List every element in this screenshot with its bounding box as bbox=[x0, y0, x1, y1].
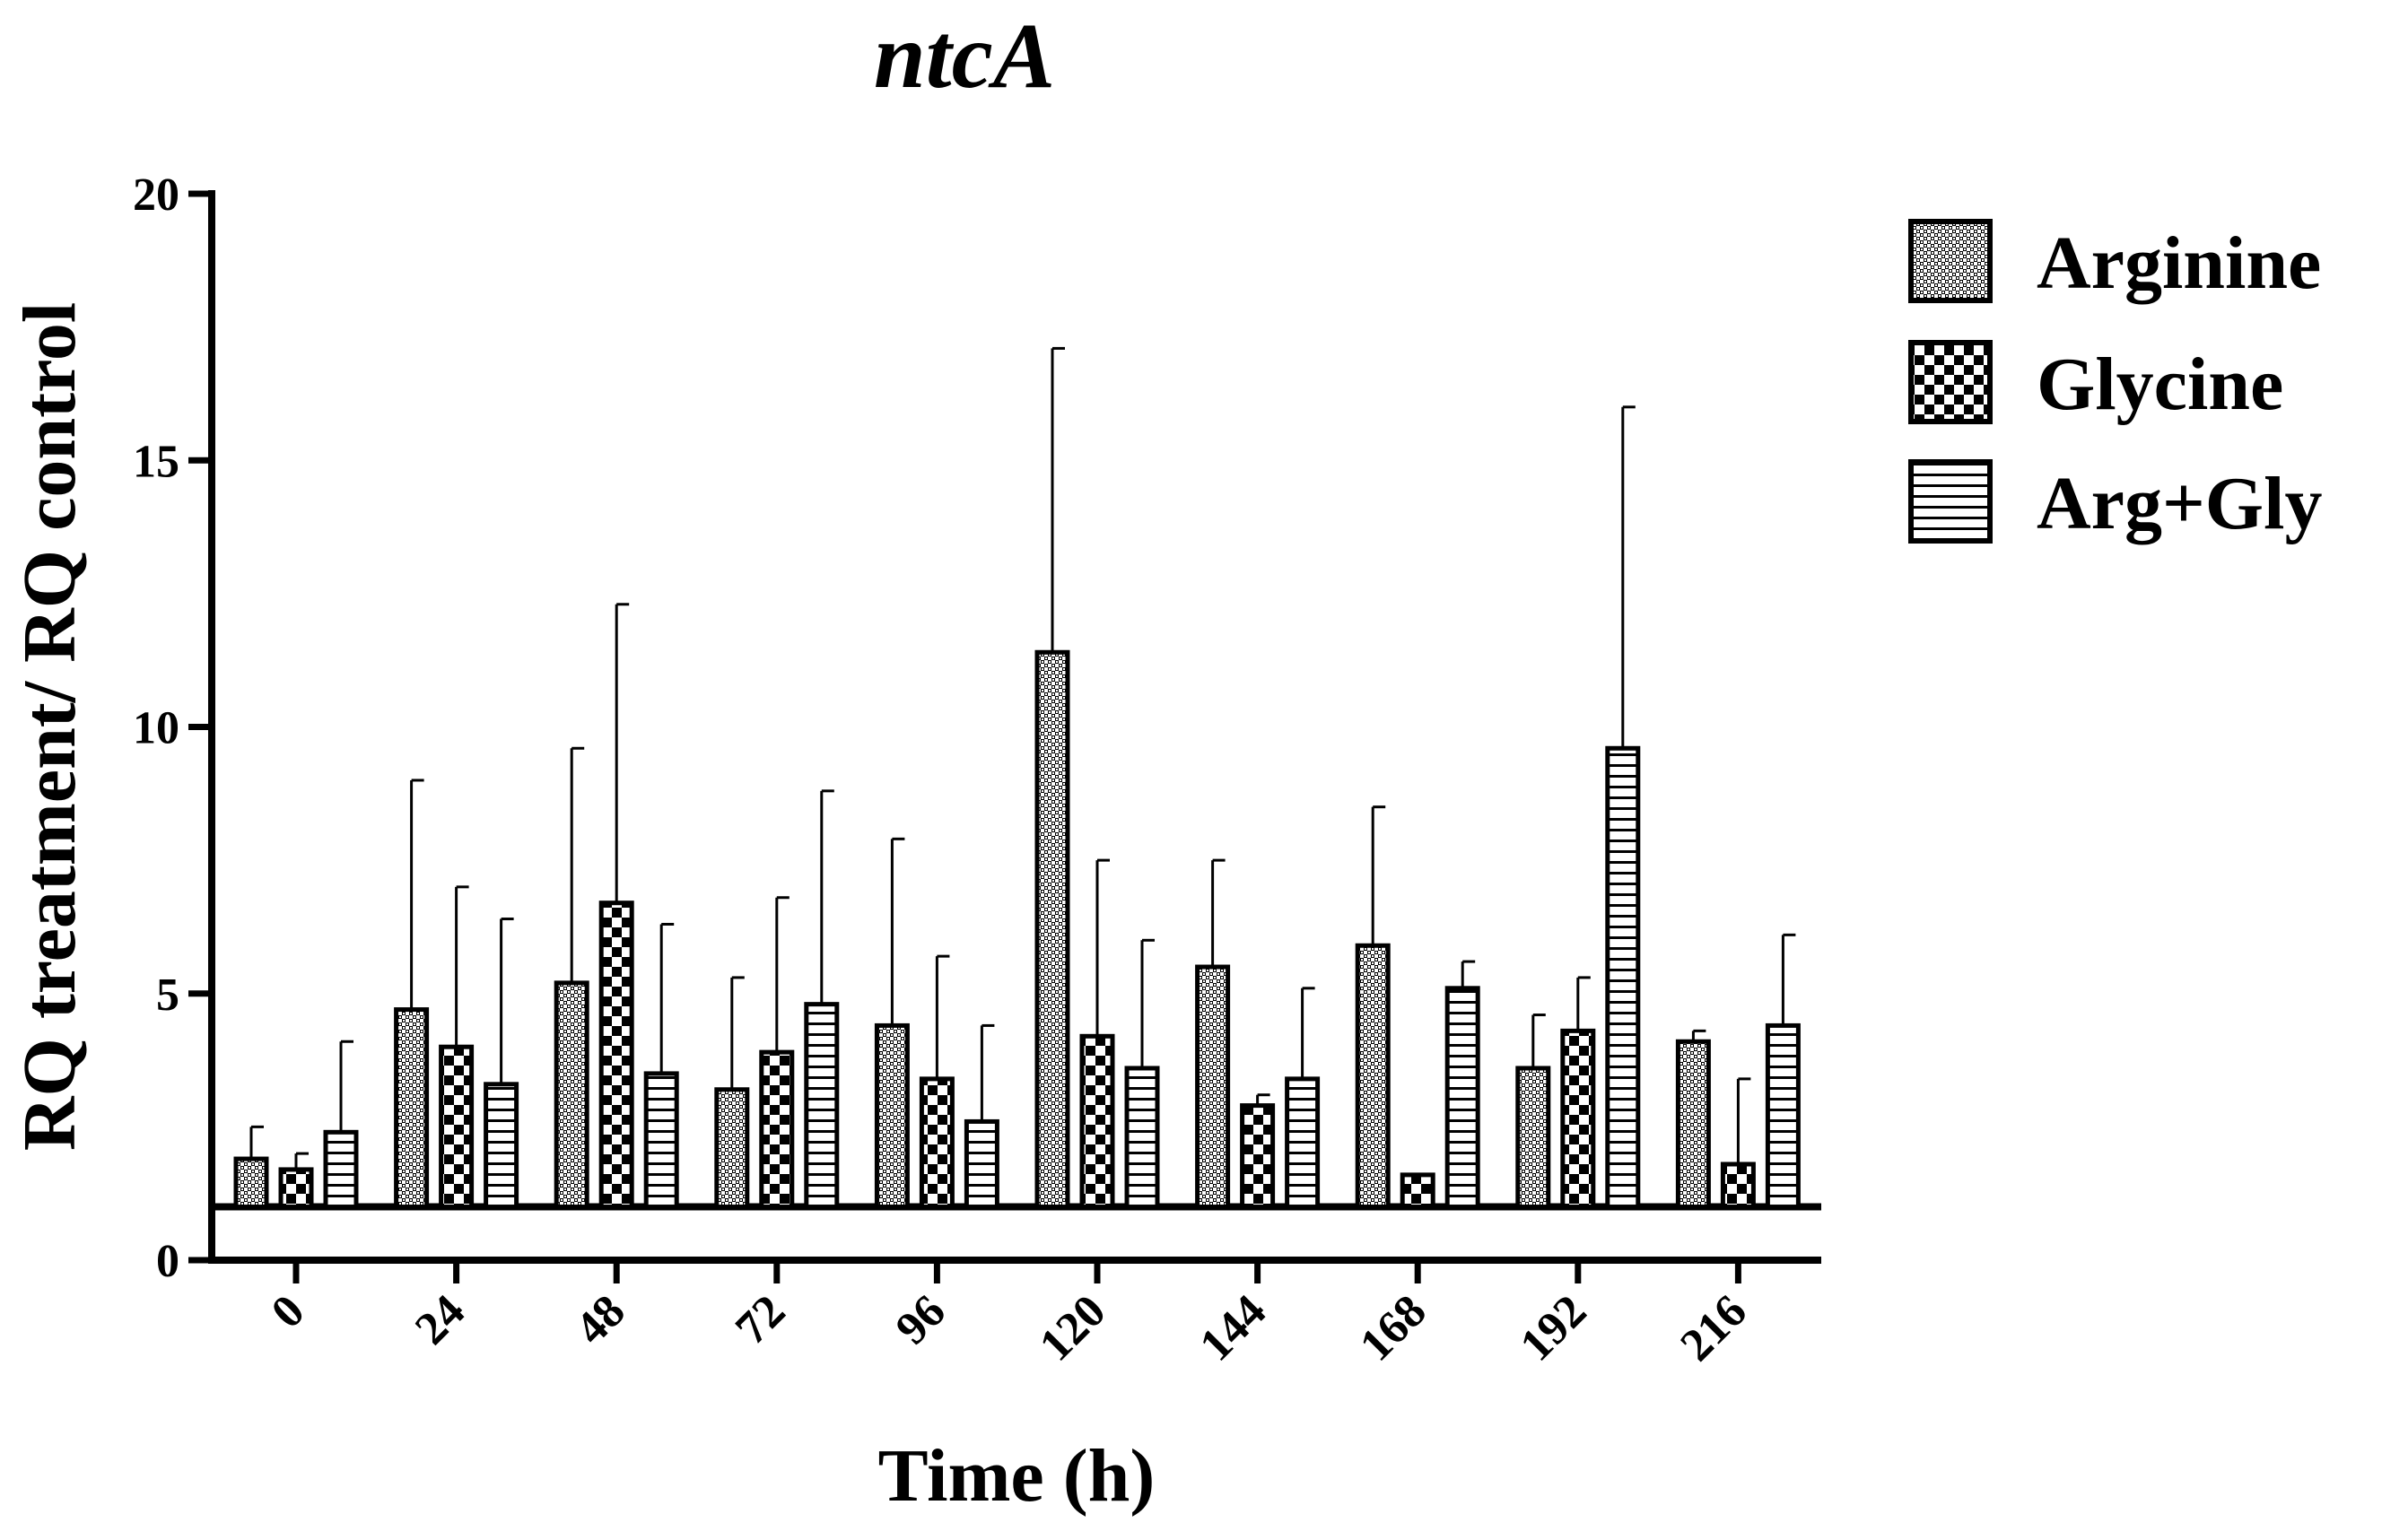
bar-arginine-120 bbox=[1034, 649, 1070, 1210]
x-tick-label: 216 bbox=[1671, 1285, 1756, 1370]
legend-label: Glycine bbox=[2037, 343, 2283, 426]
bar-arginine-48 bbox=[554, 980, 589, 1210]
bar-glycine-48 bbox=[598, 901, 634, 1210]
y-axis-label: RQ treatment/ RQ control bbox=[8, 302, 92, 1151]
bar-glycine-96 bbox=[919, 1076, 955, 1210]
bar-arg-gly-144 bbox=[1285, 1076, 1321, 1210]
y-tick-label: 15 bbox=[133, 436, 179, 487]
bar-arg-gly-72 bbox=[804, 1002, 840, 1210]
bar-glycine-168 bbox=[1400, 1172, 1435, 1210]
bar-arginine-192 bbox=[1515, 1066, 1551, 1210]
bar-arg-gly-192 bbox=[1605, 745, 1641, 1210]
bar-arg-gly-120 bbox=[1124, 1066, 1160, 1210]
x-tick-label: 72 bbox=[726, 1285, 795, 1354]
x-tick-label: 144 bbox=[1191, 1285, 1276, 1370]
y-tick-label: 20 bbox=[133, 170, 179, 221]
bar-arginine-144 bbox=[1195, 964, 1231, 1210]
bar-arginine-96 bbox=[874, 1022, 910, 1210]
bar-arg-gly-96 bbox=[964, 1118, 999, 1210]
bar-glycine-72 bbox=[759, 1049, 795, 1210]
legend-swatch-arg-gly bbox=[1908, 459, 1993, 544]
bar-arginine-216 bbox=[1675, 1039, 1711, 1210]
bar-arginine-72 bbox=[714, 1087, 750, 1210]
bar-glycine-120 bbox=[1079, 1033, 1115, 1210]
bar-arg-gly-0 bbox=[323, 1129, 359, 1210]
bar-arg-gly-216 bbox=[1765, 1022, 1801, 1210]
bar-glycine-216 bbox=[1720, 1162, 1756, 1210]
y-tick-label: 0 bbox=[156, 1236, 179, 1287]
y-tick-label: 5 bbox=[156, 970, 179, 1021]
x-tick-label: 192 bbox=[1511, 1285, 1596, 1370]
bar-arginine-24 bbox=[394, 1007, 430, 1210]
chart-title: ntcA bbox=[874, 4, 1055, 108]
bar-glycine-192 bbox=[1560, 1028, 1596, 1210]
x-tick-label: 48 bbox=[566, 1285, 635, 1354]
bar-glycine-0 bbox=[278, 1167, 314, 1210]
x-tick-label: 168 bbox=[1350, 1285, 1435, 1370]
bar-arg-gly-168 bbox=[1444, 986, 1480, 1210]
x-axis-label: Time (h) bbox=[878, 1434, 1156, 1518]
y-tick-label: 10 bbox=[133, 703, 179, 754]
legend-label: Arg+Gly bbox=[2037, 462, 2323, 545]
x-tick-label: 120 bbox=[1030, 1285, 1115, 1370]
bar-arg-gly-24 bbox=[484, 1082, 519, 1210]
bar-arginine-0 bbox=[233, 1156, 269, 1210]
bar-arg-gly-48 bbox=[643, 1071, 679, 1210]
legend-label: Arginine bbox=[2037, 222, 2321, 305]
legend-swatch-arginine bbox=[1908, 219, 1993, 303]
bar-glycine-144 bbox=[1240, 1103, 1276, 1210]
x-tick-label: 96 bbox=[886, 1285, 955, 1354]
bar-glycine-24 bbox=[439, 1044, 475, 1210]
legend-swatch-glycine bbox=[1908, 340, 1993, 424]
bar-arginine-168 bbox=[1355, 943, 1391, 1210]
x-tick-label: 0 bbox=[262, 1285, 315, 1338]
x-tick-label: 24 bbox=[406, 1285, 475, 1354]
